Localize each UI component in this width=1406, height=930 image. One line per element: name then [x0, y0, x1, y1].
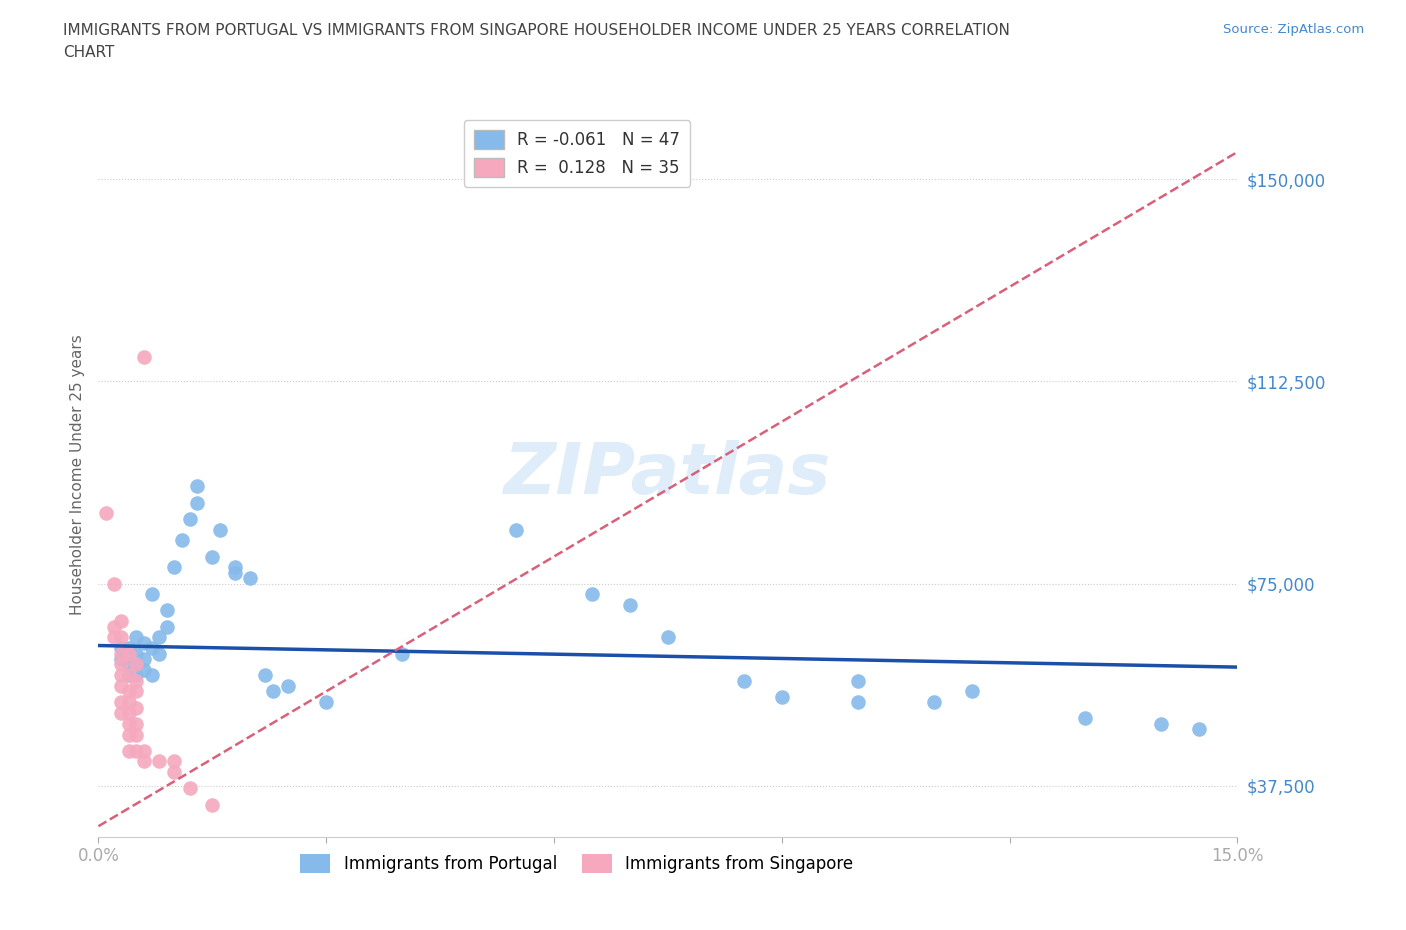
Point	[315, 695, 337, 710]
Point	[1074, 711, 1097, 725]
Point	[110, 679, 132, 694]
Point	[201, 549, 224, 564]
Y-axis label: Householder Income Under 25 years: Householder Income Under 25 years	[69, 334, 84, 615]
Text: ZIPatlas: ZIPatlas	[505, 440, 831, 509]
Point	[132, 350, 155, 365]
Point	[224, 565, 246, 580]
Point	[125, 657, 148, 671]
Point	[262, 684, 284, 698]
Text: Source: ZipAtlas.com: Source: ZipAtlas.com	[1223, 23, 1364, 36]
Point	[132, 635, 155, 650]
Point	[103, 619, 125, 634]
Point	[960, 684, 983, 698]
Point	[277, 679, 299, 694]
Point	[110, 695, 132, 710]
Point	[505, 522, 527, 537]
Point	[118, 668, 141, 683]
Point	[110, 641, 132, 656]
Point	[125, 716, 148, 731]
Point	[125, 673, 148, 688]
Point	[148, 646, 170, 661]
Point	[125, 668, 148, 683]
Point	[186, 479, 208, 494]
Point	[770, 689, 793, 704]
Point	[141, 668, 163, 683]
Point	[118, 706, 141, 721]
Point	[179, 781, 201, 796]
Legend: Immigrants from Portugal, Immigrants from Singapore: Immigrants from Portugal, Immigrants fro…	[294, 847, 860, 880]
Point	[170, 533, 193, 548]
Point	[148, 630, 170, 644]
Text: IMMIGRANTS FROM PORTUGAL VS IMMIGRANTS FROM SINGAPORE HOUSEHOLDER INCOME UNDER 2: IMMIGRANTS FROM PORTUGAL VS IMMIGRANTS F…	[63, 23, 1010, 38]
Point	[125, 657, 148, 671]
Point	[132, 754, 155, 769]
Point	[186, 495, 208, 510]
Point	[1150, 716, 1173, 731]
Point	[148, 754, 170, 769]
Point	[110, 652, 132, 667]
Point	[619, 598, 641, 613]
Point	[391, 646, 413, 661]
Point	[846, 673, 869, 688]
Point	[125, 727, 148, 742]
Point	[125, 684, 148, 698]
Point	[118, 716, 141, 731]
Point	[179, 512, 201, 526]
Point	[125, 646, 148, 661]
Point	[110, 614, 132, 629]
Point	[163, 560, 186, 575]
Point	[163, 754, 186, 769]
Point	[103, 576, 125, 591]
Point	[208, 522, 231, 537]
Point	[118, 646, 141, 661]
Point	[118, 684, 141, 698]
Point	[132, 743, 155, 758]
Text: CHART: CHART	[63, 45, 115, 60]
Point	[125, 700, 148, 715]
Point	[657, 630, 679, 644]
Point	[110, 646, 132, 661]
Point	[141, 587, 163, 602]
Point	[110, 668, 132, 683]
Point	[581, 587, 603, 602]
Point	[125, 630, 148, 644]
Point	[224, 560, 246, 575]
Point	[118, 641, 141, 656]
Point	[118, 695, 141, 710]
Point	[254, 668, 277, 683]
Point	[156, 603, 179, 618]
Point	[118, 743, 141, 758]
Point	[733, 673, 755, 688]
Point	[110, 657, 132, 671]
Point	[118, 657, 141, 671]
Point	[201, 797, 224, 812]
Point	[118, 668, 141, 683]
Point	[118, 727, 141, 742]
Point	[156, 619, 179, 634]
Point	[110, 706, 132, 721]
Point	[922, 695, 945, 710]
Point	[1188, 722, 1211, 737]
Point	[103, 630, 125, 644]
Point	[94, 506, 117, 521]
Point	[110, 630, 132, 644]
Point	[132, 652, 155, 667]
Point	[163, 764, 186, 779]
Point	[239, 571, 262, 586]
Point	[846, 695, 869, 710]
Point	[125, 743, 148, 758]
Point	[141, 641, 163, 656]
Point	[132, 662, 155, 677]
